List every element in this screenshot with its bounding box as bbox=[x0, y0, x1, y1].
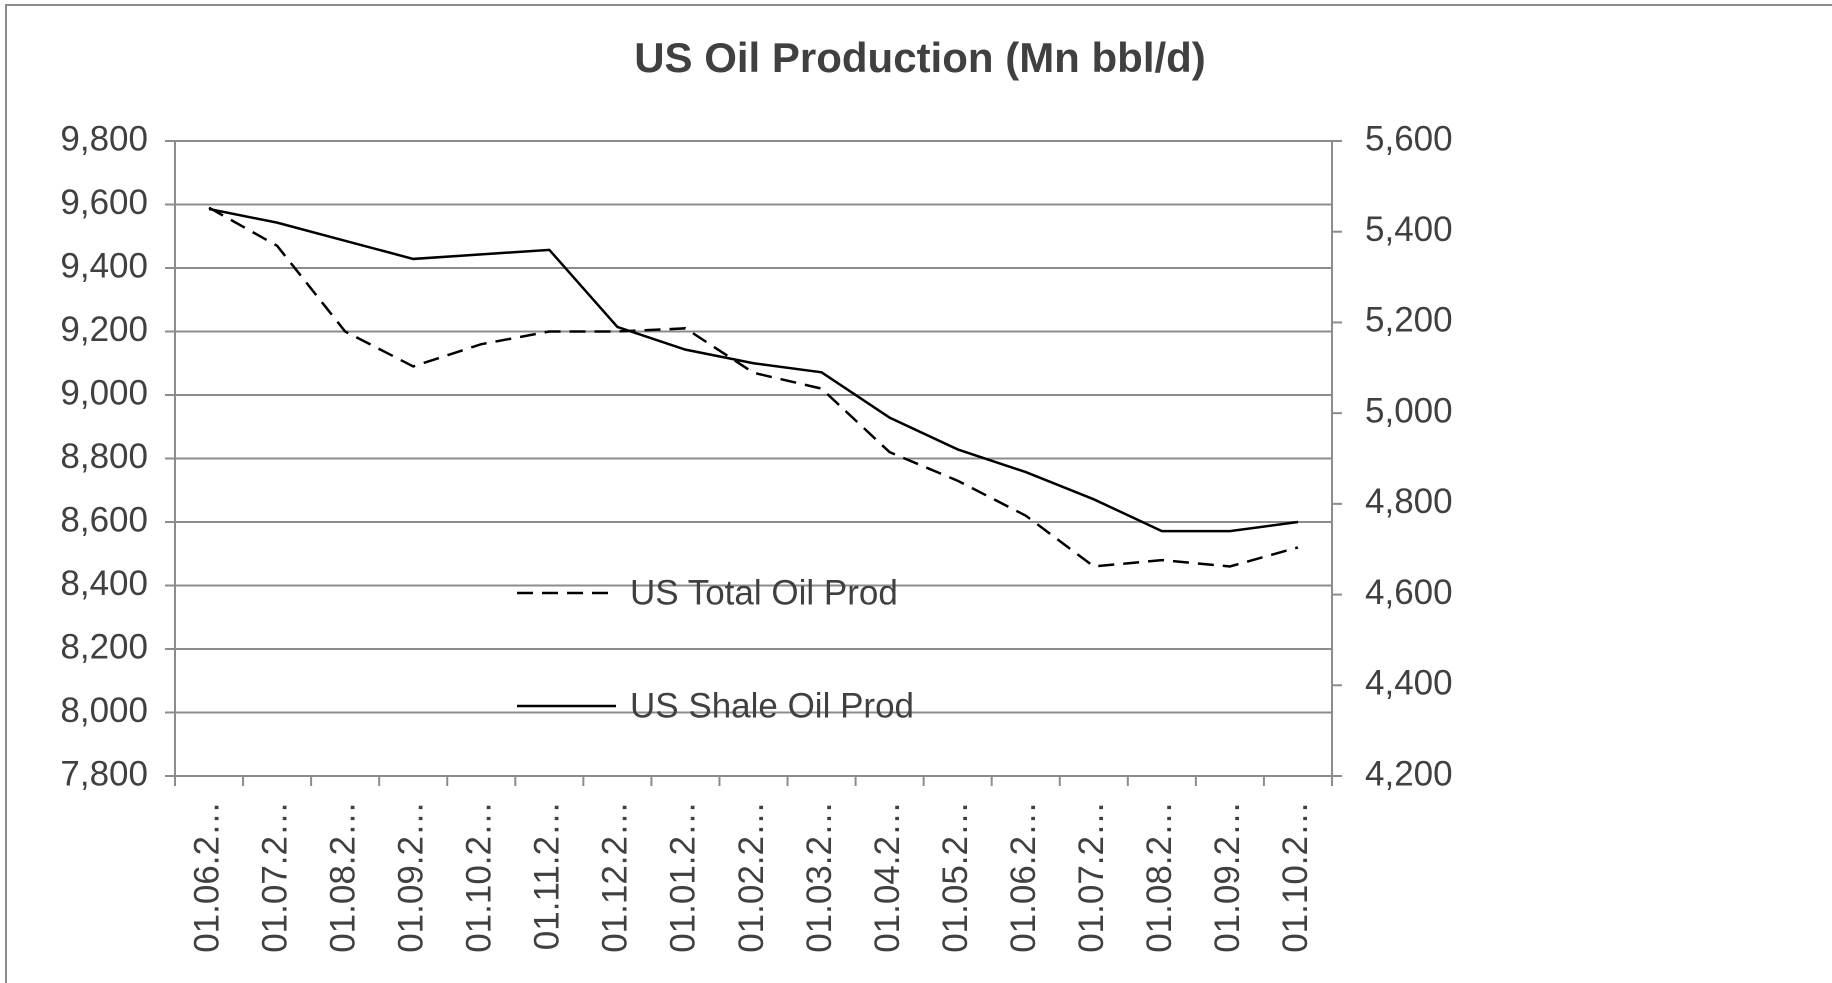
y-tick-label: 9,400 bbox=[60, 246, 148, 285]
y-tick-label: 9,600 bbox=[60, 183, 148, 222]
x-tick-label: 01.03.2… bbox=[800, 801, 839, 953]
y-tick-label: 8,800 bbox=[60, 437, 148, 476]
y-tick-label: 9,200 bbox=[60, 310, 148, 349]
y-tick-label: 7,800 bbox=[60, 754, 148, 793]
y-tick-label: 9,000 bbox=[60, 373, 148, 412]
x-tick-label: 01.07.2… bbox=[1072, 801, 1111, 953]
y-tick-label: 8,600 bbox=[60, 500, 148, 539]
x-tick-label: 01.09.2… bbox=[391, 801, 430, 953]
x-tick-label: 01.01.2… bbox=[664, 801, 703, 953]
x-tick-label: 01.05.2… bbox=[936, 801, 975, 953]
chart-title: US Oil Production (Mn bbl/d) bbox=[634, 34, 1206, 81]
chart-frame bbox=[5, 4, 1832, 983]
y-tick-label: 8,400 bbox=[60, 564, 148, 603]
legend-label: US Total Oil Prod bbox=[630, 573, 898, 612]
series-line bbox=[208, 206, 1299, 568]
y-tick-label: 8,200 bbox=[60, 627, 148, 666]
y-tick-label: 8,000 bbox=[60, 691, 148, 730]
x-tick-label: 01.07.2… bbox=[255, 801, 294, 953]
x-tick-label: 01.06.2… bbox=[187, 801, 226, 953]
y2-tick-label: 4,600 bbox=[1365, 573, 1453, 612]
x-tick-label: 01.08.2… bbox=[323, 801, 362, 953]
y-tick-label: 9,800 bbox=[60, 119, 148, 158]
x-tick-label: 01.08.2… bbox=[1140, 801, 1179, 953]
x-tick-label: 01.06.2… bbox=[1004, 801, 1043, 953]
x-tick-label: 01.09.2… bbox=[1208, 801, 1247, 953]
x-tick-label: 01.12.2… bbox=[596, 801, 635, 953]
x-tick-label: 01.10.2… bbox=[460, 801, 499, 953]
series-line bbox=[208, 207, 1299, 533]
y2-tick-label: 5,200 bbox=[1365, 301, 1453, 340]
y2-tick-label: 4,800 bbox=[1365, 482, 1453, 521]
x-tick-label: 01.10.2… bbox=[1276, 801, 1315, 953]
y2-tick-label: 4,400 bbox=[1365, 664, 1453, 703]
x-tick-label: 01.11.2… bbox=[528, 801, 567, 950]
legend-label: US Shale Oil Prod bbox=[630, 686, 914, 725]
y2-tick-label: 5,000 bbox=[1365, 391, 1453, 430]
y2-tick-label: 4,200 bbox=[1365, 754, 1453, 793]
y2-tick-label: 5,600 bbox=[1365, 119, 1453, 158]
x-tick-label: 01.04.2… bbox=[868, 801, 907, 953]
x-tick-label: 01.02.2… bbox=[732, 801, 771, 953]
y2-tick-label: 5,400 bbox=[1365, 210, 1453, 249]
